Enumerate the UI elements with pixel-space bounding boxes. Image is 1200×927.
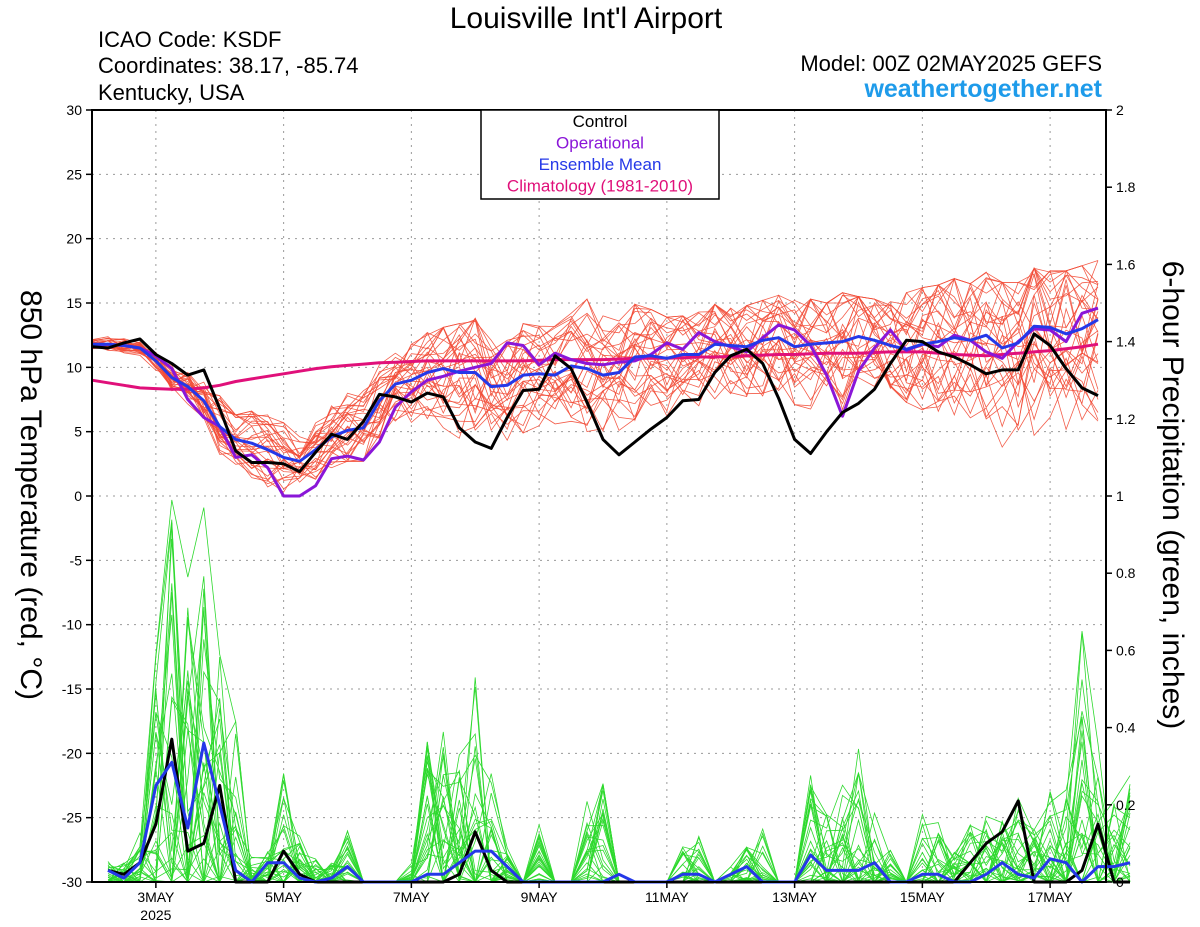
region: Kentucky, USA bbox=[98, 80, 245, 105]
temperature-member-line bbox=[91, 299, 1099, 481]
temperature-member-line bbox=[91, 260, 1099, 457]
right-tick-label: 1.4 bbox=[1116, 334, 1136, 350]
left-tick-label: -25 bbox=[62, 810, 82, 826]
precipitation-member-line bbox=[107, 499, 1131, 883]
temperature-member-line bbox=[91, 272, 1099, 454]
precipitation-member-line bbox=[107, 522, 1130, 884]
ensemble-mean-precipitation-line bbox=[107, 741, 1131, 884]
right-tick-label: 1.6 bbox=[1116, 256, 1136, 272]
precipitation-member-line bbox=[108, 583, 1131, 883]
precipitation-member-line bbox=[107, 592, 1131, 883]
temperature-member-line bbox=[91, 294, 1099, 476]
temperature-member-line bbox=[91, 267, 1099, 458]
x-axis-ticks: 3MAY 2025 5MAY 7MAY 9MAY 11MAY 13MAY 15MAY 17MAY bbox=[137, 882, 1073, 923]
precipitation-member-line bbox=[107, 610, 1131, 884]
left-tick-label: 10 bbox=[66, 359, 82, 375]
right-tick-label: 0.2 bbox=[1116, 797, 1136, 813]
left-axis-ticks: 30 25 20 15 10 5 0 -5 -10 -15 -20 -25 -30 bbox=[62, 102, 92, 890]
x-tick-label: 13MAY bbox=[772, 889, 818, 905]
y-axis-right-label: 6-hour Precipitation (green, inches) bbox=[1156, 260, 1189, 730]
legend-entry: Climatology (1981-2010) bbox=[507, 177, 693, 196]
left-tick-label: -30 bbox=[62, 874, 82, 890]
precipitation-member-line bbox=[107, 680, 1131, 884]
chart-title: Louisville Int'l Airport bbox=[449, 2, 723, 35]
precipitation-member-line bbox=[107, 522, 1131, 883]
precipitation-member-line bbox=[107, 614, 1131, 884]
x-tick-label: 17MAY bbox=[1028, 889, 1074, 905]
left-tick-label: -5 bbox=[70, 552, 83, 568]
left-tick-label: -20 bbox=[62, 745, 82, 761]
temperature-member-line bbox=[91, 265, 1099, 458]
left-tick-label: 15 bbox=[66, 295, 82, 311]
temperature-member-line bbox=[91, 333, 1099, 480]
x-tick-label: 7MAY bbox=[393, 889, 431, 905]
precipitation-member-line bbox=[107, 670, 1131, 884]
x-tick-year: 2025 bbox=[140, 907, 171, 923]
right-tick-label: 2 bbox=[1116, 102, 1124, 118]
x-tick-label: 3MAY bbox=[137, 889, 175, 905]
left-tick-label: 20 bbox=[66, 231, 82, 247]
temperature-member-line bbox=[91, 338, 1099, 483]
control-temperature-line bbox=[91, 332, 1099, 474]
grid bbox=[92, 110, 1106, 882]
legend-entry: Control bbox=[573, 112, 628, 131]
legend-entry: Ensemble Mean bbox=[539, 155, 662, 174]
right-tick-label: 0.6 bbox=[1116, 642, 1136, 658]
left-tick-label: 30 bbox=[66, 102, 82, 118]
model-run: Model: 00Z 02MAY2025 GEFS bbox=[800, 51, 1102, 76]
precipitation-member-line bbox=[107, 519, 1131, 883]
ensemble-precipitation-members bbox=[107, 499, 1131, 884]
x-tick-label: 15MAY bbox=[900, 889, 946, 905]
x-tick-label: 5MAY bbox=[265, 889, 303, 905]
left-tick-label: 25 bbox=[66, 166, 82, 182]
left-tick-label: -15 bbox=[62, 681, 82, 697]
right-tick-label: 1.8 bbox=[1116, 179, 1136, 195]
icao-code: ICAO Code: KSDF bbox=[98, 27, 282, 52]
temperature-member-line bbox=[91, 340, 1099, 488]
main-series-lines bbox=[91, 306, 1131, 884]
precipitation-member-line bbox=[107, 673, 1131, 884]
right-tick-label: 0.4 bbox=[1116, 720, 1136, 736]
temperature-member-line bbox=[91, 265, 1099, 457]
left-tick-label: 0 bbox=[74, 488, 82, 504]
right-tick-label: 1 bbox=[1116, 488, 1124, 504]
y-axis-left-label: 850 hPa Temperature (red, °C) bbox=[14, 290, 47, 700]
right-tick-label: 1.2 bbox=[1116, 411, 1136, 427]
temperature-member-line bbox=[91, 308, 1099, 463]
x-tick-label: 9MAY bbox=[521, 889, 559, 905]
left-tick-label: 5 bbox=[74, 424, 82, 440]
temperature-member-line bbox=[91, 340, 1099, 482]
climatology-temperature-line bbox=[91, 342, 1099, 391]
legend: Control Operational Ensemble Mean Climatolo… bbox=[480, 109, 720, 200]
temperature-member-line bbox=[91, 269, 1099, 445]
precipitation-member-line bbox=[107, 670, 1131, 884]
left-tick-label: -10 bbox=[62, 617, 82, 633]
temperature-member-line bbox=[91, 332, 1099, 485]
temperature-member-line bbox=[91, 307, 1099, 474]
legend-box bbox=[480, 109, 720, 200]
ensemble-mean-temperature-line bbox=[92, 318, 1099, 463]
right-axis-ticks: 2 1.8 1.6 1.4 1.2 1 0.8 0.6 0.4 0.2 0 bbox=[1106, 102, 1136, 890]
temperature-member-line bbox=[91, 274, 1099, 457]
legend-entry: Operational bbox=[556, 134, 644, 153]
site-link[interactable]: weathertogether.net bbox=[864, 75, 1102, 103]
right-tick-label: 0.8 bbox=[1116, 565, 1136, 581]
right-tick-label: 0 bbox=[1116, 874, 1124, 890]
precipitation-member-line bbox=[107, 538, 1131, 883]
x-tick-label: 11MAY bbox=[645, 889, 689, 905]
coordinates: Coordinates: 38.17, -85.74 bbox=[98, 53, 359, 78]
temperature-member-line bbox=[91, 278, 1099, 455]
